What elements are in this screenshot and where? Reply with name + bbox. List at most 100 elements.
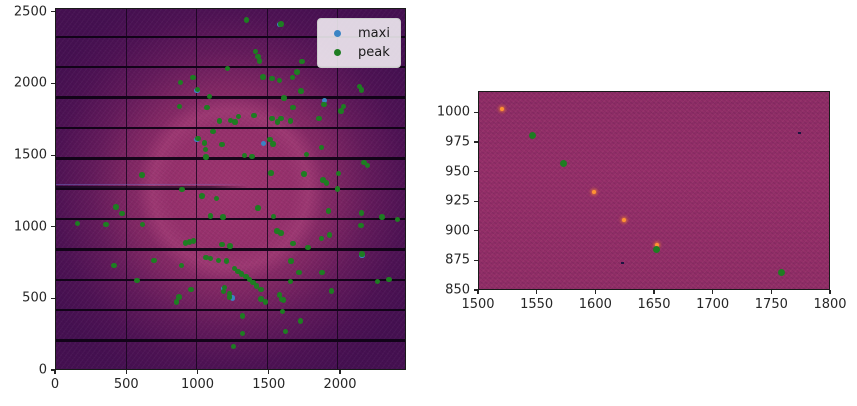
peak-point xyxy=(250,279,256,286)
peak-point xyxy=(361,159,367,166)
dark-pixel xyxy=(797,132,801,135)
peak-point xyxy=(216,118,223,124)
peak-point xyxy=(195,135,201,142)
peak-point xyxy=(235,268,241,275)
x-tick xyxy=(477,290,479,294)
peak-point xyxy=(559,159,567,167)
peak-point xyxy=(278,230,284,236)
legend-item-maxi: maxi xyxy=(327,24,400,43)
peak-point xyxy=(316,115,322,122)
peak-point xyxy=(173,299,180,305)
x-tick xyxy=(125,370,127,374)
peak-point xyxy=(338,108,344,114)
y-tick-label: 2000 xyxy=(13,75,47,91)
peak-point xyxy=(239,313,246,319)
beamstop-streak-blue xyxy=(56,183,250,186)
peak-point xyxy=(267,136,273,143)
peak-point xyxy=(358,222,364,229)
peak-point xyxy=(182,240,189,246)
peak-point xyxy=(256,58,263,64)
peak-point xyxy=(207,255,214,261)
module-gap-horizontal xyxy=(56,35,405,39)
peak-point xyxy=(186,239,193,245)
peak-point xyxy=(139,172,145,178)
y-tick xyxy=(51,82,55,85)
x-tick-label: 0 xyxy=(50,377,60,392)
peak-point xyxy=(529,132,537,140)
peak-point xyxy=(231,265,238,272)
peak-point xyxy=(358,210,364,216)
peak-point xyxy=(194,86,201,93)
peak-point xyxy=(274,228,280,234)
peak-point xyxy=(255,53,261,60)
module-gap-horizontal xyxy=(56,187,405,190)
peak-point xyxy=(270,213,277,220)
peak-point xyxy=(246,276,253,283)
peak-point xyxy=(278,21,284,27)
module-gap-horizontal xyxy=(56,157,405,160)
peak-point xyxy=(287,118,294,124)
x-tick-label: 1750 xyxy=(754,297,788,312)
peak-point xyxy=(206,93,213,100)
x-tick xyxy=(712,290,714,294)
y-tick-label: 900 xyxy=(445,223,470,239)
peak-point xyxy=(201,140,208,146)
maxi-point xyxy=(260,140,267,147)
module-gap-horizontal xyxy=(56,339,405,342)
module-gap-horizontal xyxy=(56,309,405,312)
peak-point xyxy=(374,278,381,285)
peak-point xyxy=(176,294,182,300)
peak-point xyxy=(223,258,230,264)
peak-point xyxy=(74,220,81,227)
peak-point xyxy=(778,268,786,276)
peak-point xyxy=(219,141,225,148)
y-tick-label: 950 xyxy=(445,164,470,180)
y-tick xyxy=(51,11,55,13)
peak-point xyxy=(287,278,294,285)
peak-point xyxy=(268,170,274,176)
y-tick-label: 875 xyxy=(445,252,470,268)
peak-point xyxy=(213,195,220,202)
peak-point xyxy=(119,210,125,217)
x-tick xyxy=(339,370,341,374)
peak-point xyxy=(219,241,225,248)
y-tick xyxy=(474,230,478,232)
y-tick xyxy=(51,369,55,371)
peak-point xyxy=(276,77,283,84)
x-tick xyxy=(594,290,596,294)
peak-point xyxy=(220,288,227,295)
zoomed-crop-plot xyxy=(478,91,830,290)
peak-point xyxy=(253,283,260,289)
peak-point xyxy=(103,221,109,228)
module-gap-horizontal xyxy=(56,96,405,99)
x-tick xyxy=(196,370,199,374)
peak-point xyxy=(326,232,333,238)
peak-point xyxy=(386,276,392,283)
y-tick-label: 1000 xyxy=(13,219,47,235)
peak-point xyxy=(276,292,283,298)
peak-point xyxy=(139,221,146,228)
hot-pixel xyxy=(591,189,596,194)
peak-point xyxy=(340,103,347,110)
peak-point xyxy=(207,213,214,219)
x-tick xyxy=(653,290,655,294)
y-tick-label: 1000 xyxy=(436,104,470,120)
module-gap-vertical xyxy=(266,9,268,369)
dark-pixel xyxy=(620,261,624,264)
peak-point xyxy=(226,294,233,300)
peak-point xyxy=(279,308,286,315)
y-tick-label: 925 xyxy=(445,193,470,209)
peak-point xyxy=(288,258,294,264)
peak-point xyxy=(394,216,401,223)
peak-point xyxy=(243,17,250,23)
y-tick xyxy=(474,200,478,202)
peak-point xyxy=(319,269,325,276)
peak-point xyxy=(232,119,238,125)
peak-point xyxy=(296,269,302,276)
x-tick xyxy=(536,290,538,294)
peak-point xyxy=(220,214,226,220)
peak-point xyxy=(364,162,371,169)
module-gap-vertical xyxy=(125,9,128,369)
beamstop-streak-dark xyxy=(56,185,250,189)
peak-point xyxy=(252,48,259,55)
